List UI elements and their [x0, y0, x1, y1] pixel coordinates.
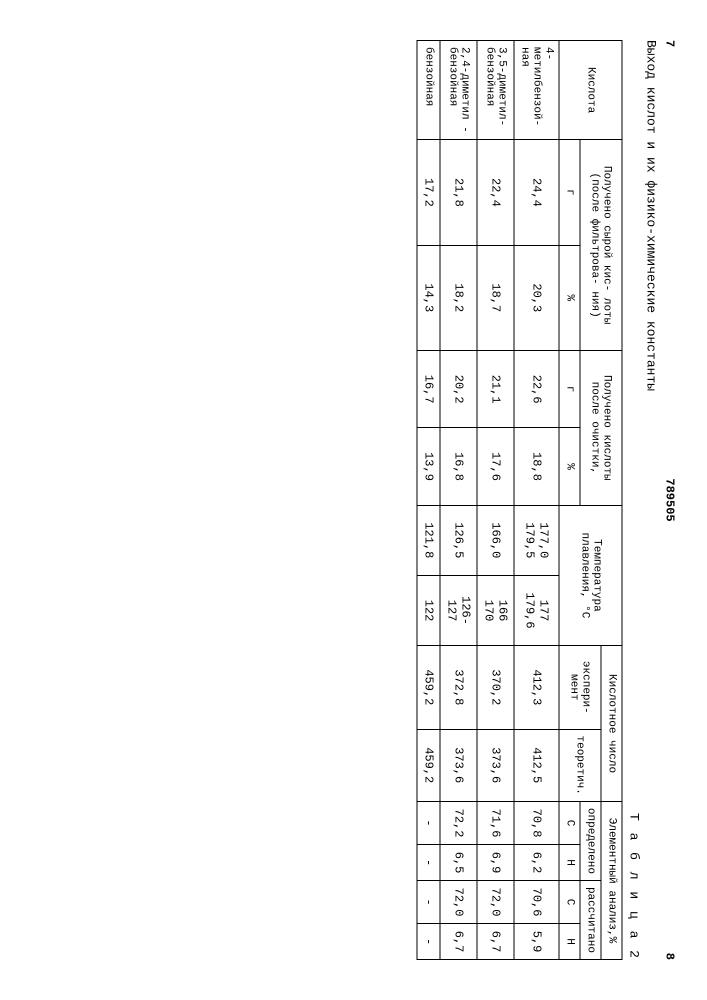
page-left: 7 — [663, 40, 677, 47]
table-cell: 6,9 — [477, 845, 514, 881]
col-det-h: Н — [559, 845, 580, 881]
table-cell: 70,6 — [514, 880, 559, 923]
col-calc-h: Н — [559, 924, 580, 960]
table-cell: 3,5-диметил- бензойная — [477, 41, 514, 140]
table-cell: 2,4-диметил - бензойная — [440, 41, 477, 140]
table-cell: 412,5 — [514, 729, 559, 801]
table-cell: - — [417, 845, 440, 881]
col-purified: Получено кислоты после очистки, — [580, 350, 622, 505]
col-pur-p: % — [559, 428, 580, 505]
table-cell: 126,5 — [440, 505, 477, 575]
col-determined: определено — [580, 801, 601, 880]
table-cell: 459,2 — [417, 729, 440, 801]
table-cell: бензойная — [417, 41, 440, 140]
col-crude-p: % — [559, 245, 580, 350]
col-theoretical: теоретич. — [559, 729, 601, 801]
table-cell: 4-метилбензой- ная — [514, 41, 559, 140]
table-cell: 6,7 — [440, 924, 477, 960]
table-cell: 70,8 — [514, 801, 559, 844]
table-label: Т а б л и ц а 2 — [627, 40, 642, 960]
col-elemental: Элементный анализ,% — [601, 801, 622, 959]
table-cell: 16,7 — [417, 350, 440, 427]
table-header-row-3: г % г % С Н С Н — [559, 41, 580, 960]
table-cell: 14,3 — [417, 245, 440, 350]
doc-number: 789505 — [663, 47, 677, 953]
table-cell: 373,6 — [477, 729, 514, 801]
table-cell: 22,4 — [477, 140, 514, 245]
table-cell: 20,2 — [440, 350, 477, 427]
table-cell: 370,2 — [477, 646, 514, 729]
table-cell: 71,6 — [477, 801, 514, 844]
table-cell: 5,9 — [514, 924, 559, 960]
table-cell: 6,7 — [477, 924, 514, 960]
table-cell: 18,8 — [514, 428, 559, 505]
col-melting: Температура плавления, °С — [559, 505, 622, 645]
col-calc-c: С — [559, 880, 580, 923]
table-cell: 72,0 — [440, 880, 477, 923]
table-body: 4-метилбензой- ная24,420,322,618,8177,0 … — [417, 41, 559, 960]
table-caption: Выход кислот и их физико-химические конс… — [644, 40, 659, 960]
data-table: Кислота Получено сырой кис- лоты (после … — [417, 40, 623, 960]
table-cell: 6,2 — [514, 845, 559, 881]
page-header: 7 789505 8 — [663, 40, 677, 960]
table-cell: 24,4 — [514, 140, 559, 245]
table-cell: 18,2 — [440, 245, 477, 350]
col-calculated: рассчитано — [580, 880, 601, 959]
col-crude: Получено сырой кис- лоты (после фильтров… — [580, 140, 622, 351]
table-cell: 166,0 — [477, 505, 514, 575]
col-crude-g: г — [559, 140, 580, 245]
table-row: бензойная17,214,316,713,9121,8122459,245… — [417, 41, 440, 960]
table-cell: 22,6 — [514, 350, 559, 427]
table-cell: 6,5 — [440, 845, 477, 881]
table-cell: - — [417, 880, 440, 923]
table-cell: 412,3 — [514, 646, 559, 729]
table-cell: 177 179,6 — [514, 575, 559, 645]
table-cell: - — [417, 801, 440, 844]
table-cell: 72,0 — [477, 880, 514, 923]
table-cell: 13,9 — [417, 428, 440, 505]
col-acid-number: Кислотное число — [601, 646, 622, 802]
table-cell: 126- 127 — [440, 575, 477, 645]
col-experiment: экспери- мент — [559, 646, 601, 729]
table-cell: 17,6 — [477, 428, 514, 505]
table-cell: 16,8 — [440, 428, 477, 505]
table-cell: 177,0 179,5 — [514, 505, 559, 575]
table-cell: 459,2 — [417, 646, 440, 729]
table-header-row-1: Кислота Получено сырой кис- лоты (после … — [601, 41, 622, 960]
table-cell: 21,8 — [440, 140, 477, 245]
table-row: 3,5-диметил- бензойная22,418,721,117,616… — [477, 41, 514, 960]
table-cell: 72,2 — [440, 801, 477, 844]
table-cell: 166 170 — [477, 575, 514, 645]
table-cell: 20,3 — [514, 245, 559, 350]
table-cell: 122 — [417, 575, 440, 645]
col-det-c: С — [559, 801, 580, 844]
table-cell: 121,8 — [417, 505, 440, 575]
col-acid: Кислота — [559, 41, 622, 140]
col-pur-g: г — [559, 350, 580, 427]
table-cell: 17,2 — [417, 140, 440, 245]
table-cell: 21,1 — [477, 350, 514, 427]
table-row: 4-метилбензой- ная24,420,322,618,8177,0 … — [514, 41, 559, 960]
table-cell: 373,6 — [440, 729, 477, 801]
table-cell: 18,7 — [477, 245, 514, 350]
table-cell: 372,8 — [440, 646, 477, 729]
page-right: 8 — [663, 953, 677, 960]
table-cell: - — [417, 924, 440, 960]
table-row: 2,4-диметил - бензойная21,818,220,216,81… — [440, 41, 477, 960]
